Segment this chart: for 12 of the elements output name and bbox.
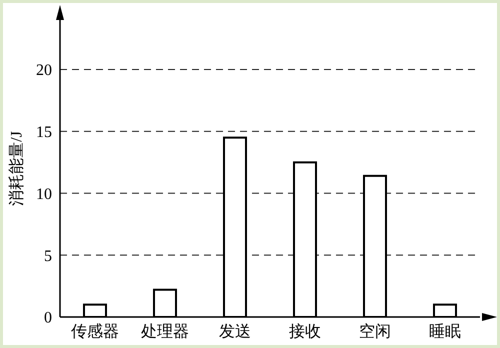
x-tick-label: 发送 xyxy=(219,323,251,340)
x-tick-label: 空闲 xyxy=(359,322,391,340)
y-tick-label: 10 xyxy=(36,186,52,203)
y-tick-label: 0 xyxy=(44,310,52,327)
x-tick-label: 接收 xyxy=(289,322,321,340)
y-tick-label: 20 xyxy=(36,62,52,80)
y-tick-label: 15 xyxy=(36,124,52,142)
x-tick-label: 传感器 xyxy=(71,322,119,340)
x-tick-label: 睡眠 xyxy=(429,322,461,340)
x-tick-label: 处理器 xyxy=(141,322,189,340)
y-axis-title: 消耗能量/J xyxy=(8,131,26,206)
y-tick-label: 5 xyxy=(44,248,52,265)
